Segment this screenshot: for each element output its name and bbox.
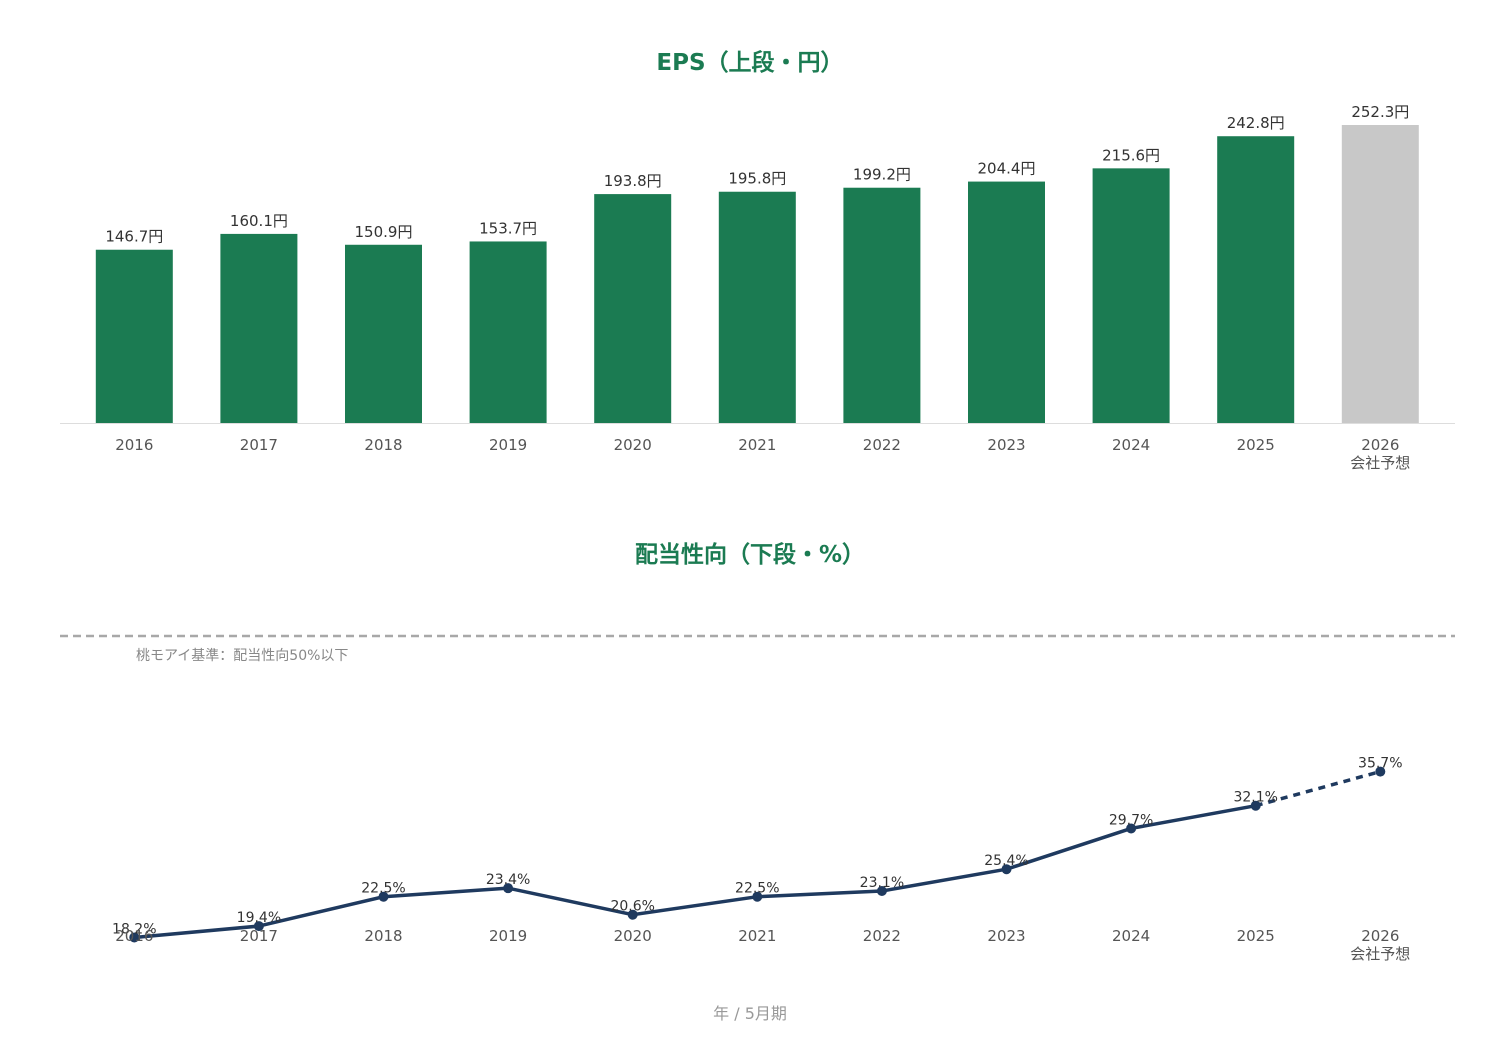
eps-bar <box>1341 125 1419 424</box>
payout-x-tick-label: 2021 <box>738 927 776 945</box>
eps-x-tick-label: 2021 <box>738 436 776 454</box>
payout-point <box>1375 766 1386 777</box>
eps-bar <box>220 233 298 423</box>
payout-point <box>503 883 514 894</box>
eps-x-tick-label: 2018 <box>364 436 402 454</box>
payout-x-tick-label: 2026 <box>1361 927 1399 945</box>
eps-bar <box>345 244 422 423</box>
eps-value-label: 146.7円 <box>105 228 163 246</box>
payout-reference-label: 桃モアイ基準：配当性向50%以下 <box>136 647 348 664</box>
eps-value-label: 215.6円 <box>1102 146 1160 164</box>
payout-x-tick-sublabel: 会社予想 <box>1350 945 1410 963</box>
eps-bar-chart: 146.7円 160.1円 150.9円 153.7円 193.8円 195.8円 199.… <box>60 103 1455 472</box>
eps-x-tick-label: 2023 <box>987 436 1025 454</box>
payout-value-label: 22.5% <box>735 881 779 897</box>
eps-value-label: 193.8円 <box>604 172 662 190</box>
payout-line-chart: 桃モアイ基準：配当性向50%以下 18.2% 19.4% 22.5% 23.4% 20.6… <box>60 634 1455 963</box>
payout-x-tick-label: 2018 <box>364 927 402 945</box>
payout-value-label: 22.5% <box>361 881 405 897</box>
period-footnote: 年 / 5月期 <box>713 1004 787 1023</box>
payout-value-label: 23.1% <box>860 875 904 891</box>
payout-value-label: 35.7% <box>1358 756 1402 772</box>
eps-x-tick-label: 2020 <box>614 436 652 454</box>
payout-series-line <box>134 803 1257 940</box>
eps-bar <box>968 181 1045 423</box>
payout-x-tick-label: 2023 <box>987 927 1025 945</box>
payout-x-tick-label: 2022 <box>863 927 901 945</box>
eps-bar <box>1092 168 1170 423</box>
payout-x-tick-label: 2024 <box>1112 927 1150 945</box>
payout-point <box>627 909 638 920</box>
payout-value-label: 20.6% <box>610 899 654 915</box>
payout-value-label: 18.2% <box>112 921 156 937</box>
eps-value-label: 195.8円 <box>728 170 786 188</box>
eps-x-tick-label: 2026 <box>1361 436 1399 454</box>
payout-value-label: 19.4% <box>237 910 281 926</box>
payout-point <box>1126 823 1137 834</box>
eps-bar <box>843 187 921 423</box>
eps-bar <box>469 241 547 423</box>
eps-chart-title: EPS（上段・円） <box>656 49 843 76</box>
eps-x-tick-label: 2017 <box>240 436 278 454</box>
payout-value-label: 25.4% <box>984 853 1028 869</box>
payout-point <box>129 932 140 943</box>
eps-value-label: 150.9円 <box>355 223 413 241</box>
payout-point <box>752 891 763 902</box>
payout-point <box>876 886 887 897</box>
eps-x-tick-label: 2024 <box>1112 436 1150 454</box>
eps-value-label: 199.2円 <box>853 166 911 184</box>
eps-value-label: 242.8円 <box>1227 114 1285 132</box>
eps-value-label: 160.1円 <box>230 212 288 230</box>
eps-bar <box>95 249 173 423</box>
eps-x-tick-label: 2022 <box>863 436 901 454</box>
eps-value-label: 204.4円 <box>978 160 1036 178</box>
payout-chart-title: 配当性向（下段・%） <box>635 541 865 568</box>
eps-x-tick-label: 2016 <box>115 436 153 454</box>
eps-value-label: 153.7円 <box>479 219 537 237</box>
payout-value-label: 32.1% <box>1233 790 1277 806</box>
payout-x-tick-label: 2020 <box>614 927 652 945</box>
payout-value-label: 23.4% <box>486 872 530 888</box>
payout-point <box>1250 800 1261 811</box>
eps-x-tick-label: 2019 <box>489 436 527 454</box>
payout-x-tick-label: 2019 <box>489 927 527 945</box>
payout-x-tick-label: 2025 <box>1237 927 1275 945</box>
payout-point <box>1001 864 1012 875</box>
eps-x-tick-sublabel: 会社予想 <box>1350 454 1410 472</box>
payout-value-label: 29.7% <box>1109 812 1153 828</box>
payout-x-tick-label: 2016 <box>115 927 153 945</box>
eps-bar <box>718 191 796 423</box>
eps-x-tick-label: 2025 <box>1237 436 1275 454</box>
payout-x-tick-label: 2017 <box>240 927 278 945</box>
eps-bar <box>1217 136 1295 423</box>
eps-bar <box>594 194 672 423</box>
eps-value-label: 252.3円 <box>1351 103 1409 121</box>
payout-point <box>253 921 264 932</box>
payout-point <box>378 891 389 902</box>
payout-forecast-line <box>1255 769 1381 808</box>
